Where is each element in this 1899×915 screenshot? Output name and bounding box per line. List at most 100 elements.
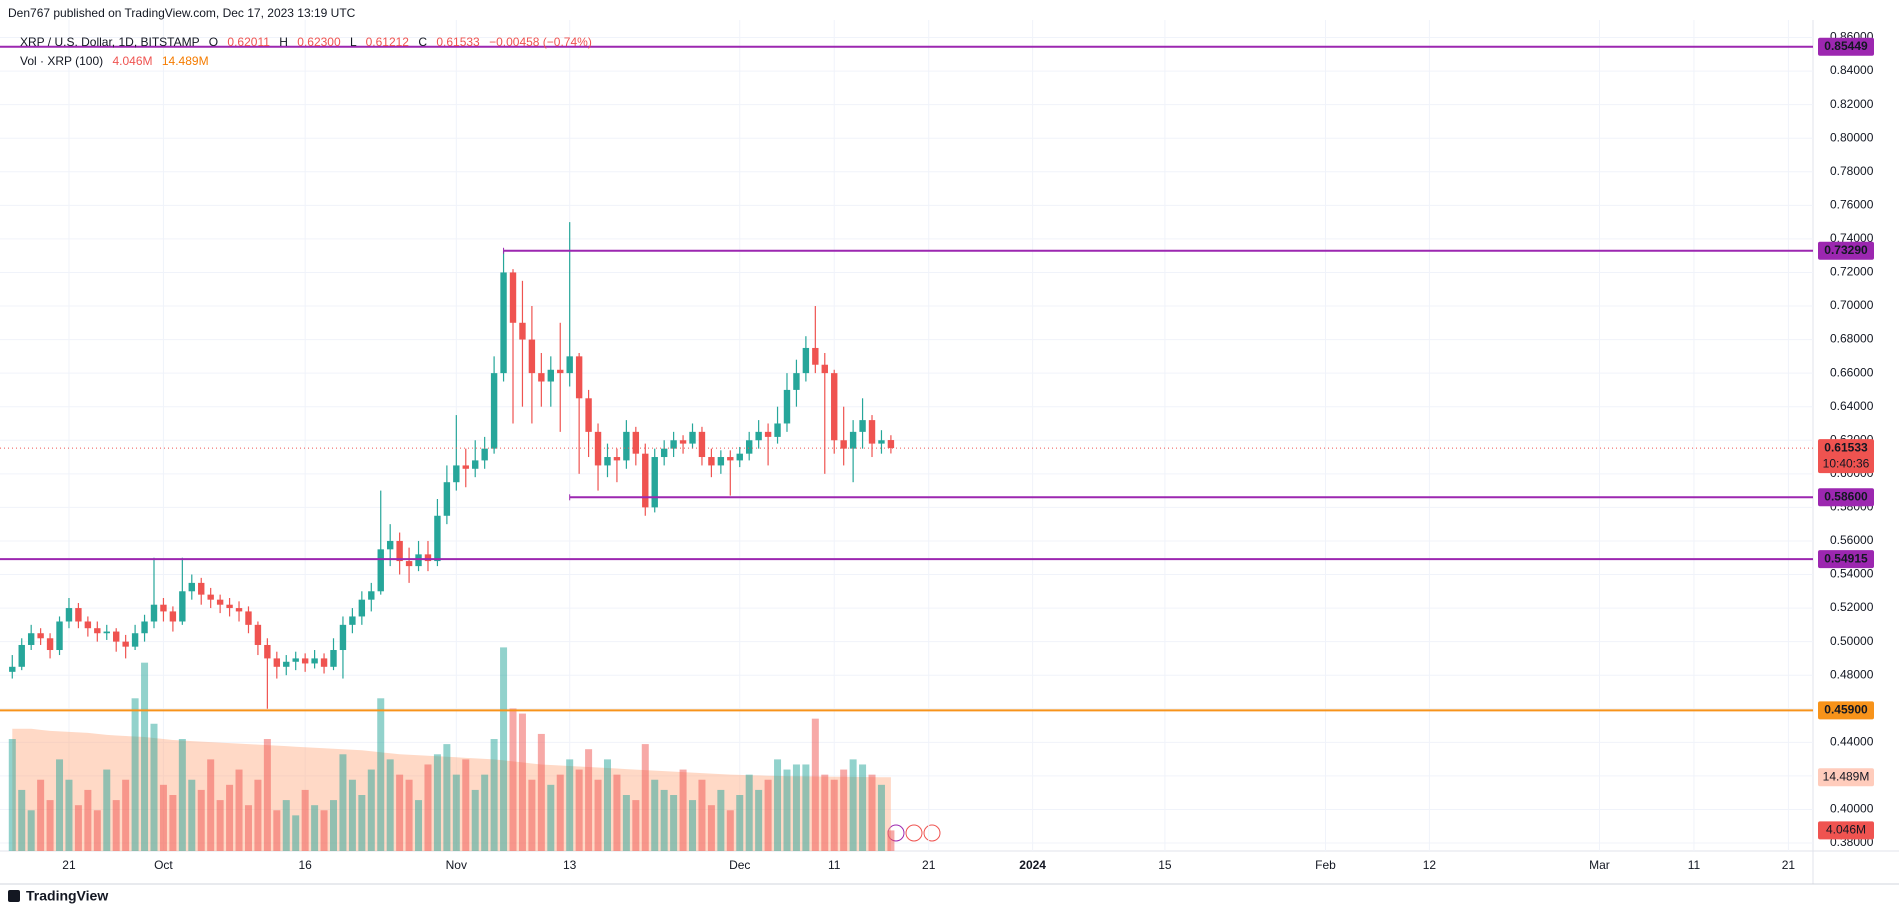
volume-bar — [849, 759, 857, 851]
candle-body — [802, 347, 810, 374]
candle-body — [783, 389, 791, 424]
event-icon — [923, 824, 941, 842]
candle-body — [113, 631, 120, 642]
y-tick-label: 0.66000 — [1830, 365, 1874, 379]
y-tick-label: 0.50000 — [1830, 634, 1874, 648]
candle-body — [538, 373, 545, 382]
candle-body — [490, 373, 498, 449]
candle-body — [368, 591, 375, 600]
candle-body — [75, 608, 82, 622]
volume-label-box — [1818, 821, 1874, 840]
volume-bar — [528, 779, 536, 851]
volume-bar — [726, 810, 734, 851]
volume-bar — [764, 779, 772, 851]
candle-body — [424, 554, 432, 562]
x-tick-label: 21 — [62, 858, 76, 872]
candle-body — [103, 631, 110, 634]
y-tick-label: 0.78000 — [1830, 164, 1874, 178]
level-label: 0.73290 — [1824, 243, 1868, 257]
candle-body — [264, 644, 271, 659]
candle-body — [320, 658, 328, 667]
candle-body — [377, 549, 384, 592]
volume-bar — [254, 779, 262, 851]
price-label: 0.61533 — [1824, 440, 1868, 454]
x-tick-label: 2024 — [1019, 858, 1046, 872]
candle-body — [405, 561, 413, 567]
y-tick-label: 0.52000 — [1830, 600, 1874, 614]
candle-body — [330, 650, 337, 667]
logo-text: TradingView — [26, 888, 108, 904]
volume-bar — [131, 698, 139, 851]
volume-bar — [405, 779, 413, 851]
volume-bar — [509, 708, 517, 851]
volume-bar — [660, 789, 668, 851]
x-tick-label: 21 — [1782, 858, 1796, 872]
candle-body — [434, 515, 441, 562]
volume-bar — [585, 749, 593, 851]
candle-body — [179, 591, 186, 622]
volume-bar — [679, 769, 687, 851]
level-label-box — [1818, 701, 1874, 720]
candle-body — [150, 604, 158, 622]
volume-bar — [216, 800, 224, 851]
volume-bar — [566, 759, 574, 851]
candle-body — [472, 460, 479, 469]
candle-body — [566, 356, 573, 374]
candle-body — [868, 420, 876, 444]
candle-body — [169, 611, 177, 622]
candle-body — [632, 431, 640, 454]
candle-body — [689, 431, 696, 444]
volume-bar — [783, 769, 791, 851]
volume-bar — [311, 805, 319, 851]
volume-bar — [244, 805, 252, 851]
y-tick-label: 0.84000 — [1830, 63, 1874, 77]
candle-body — [415, 554, 422, 567]
candle-body — [9, 666, 16, 672]
volume-bar — [698, 779, 706, 851]
ohlc-key: L — [350, 35, 357, 49]
symbol: XRP / U.S. Dollar, 1D, BITSTAMP — [20, 35, 200, 49]
candle-body — [216, 599, 224, 605]
volume-name: Vol · XRP (100) — [20, 54, 103, 68]
candle-body — [131, 633, 139, 647]
volume-bar — [65, 779, 73, 851]
publisher: Den767 published on TradingView.com, Dec… — [8, 6, 356, 20]
volume-bar — [8, 739, 16, 851]
candle-body — [27, 633, 35, 645]
volume-bar — [93, 810, 101, 851]
candle-body — [198, 582, 205, 595]
volume-bar — [717, 789, 725, 851]
candle-body — [547, 369, 554, 382]
volume-bar — [632, 800, 640, 851]
x-tick-label: 16 — [298, 858, 312, 872]
candle-body — [774, 423, 781, 437]
candle-body — [481, 448, 488, 461]
volume-bar — [745, 774, 753, 851]
candle-body — [453, 465, 460, 483]
volume-bar — [263, 739, 271, 851]
ohlc-value: 0.62300 — [297, 35, 341, 49]
candle-body — [717, 457, 725, 466]
price-label-box — [1818, 439, 1874, 474]
volume-bar — [46, 800, 54, 851]
volume-bar — [122, 779, 130, 851]
candle-body — [141, 621, 148, 634]
volume-bar — [330, 800, 338, 851]
volume-bar — [207, 759, 215, 851]
x-tick-label: Feb — [1315, 858, 1336, 872]
volume-bar — [396, 774, 404, 851]
event-icon — [905, 824, 923, 842]
y-tick-label: 0.48000 — [1830, 667, 1874, 681]
volume-bar — [358, 795, 366, 851]
volume-bar — [859, 764, 867, 851]
candle-body — [386, 540, 394, 550]
candle-body — [812, 347, 819, 365]
candle-body — [745, 440, 753, 454]
volume-bar — [197, 789, 205, 851]
volume-bar — [141, 662, 149, 851]
x-tick-label: Dec — [729, 858, 750, 872]
y-tick-label: 0.56000 — [1830, 533, 1874, 547]
volume-bar — [811, 718, 819, 851]
candle-body — [122, 641, 129, 647]
